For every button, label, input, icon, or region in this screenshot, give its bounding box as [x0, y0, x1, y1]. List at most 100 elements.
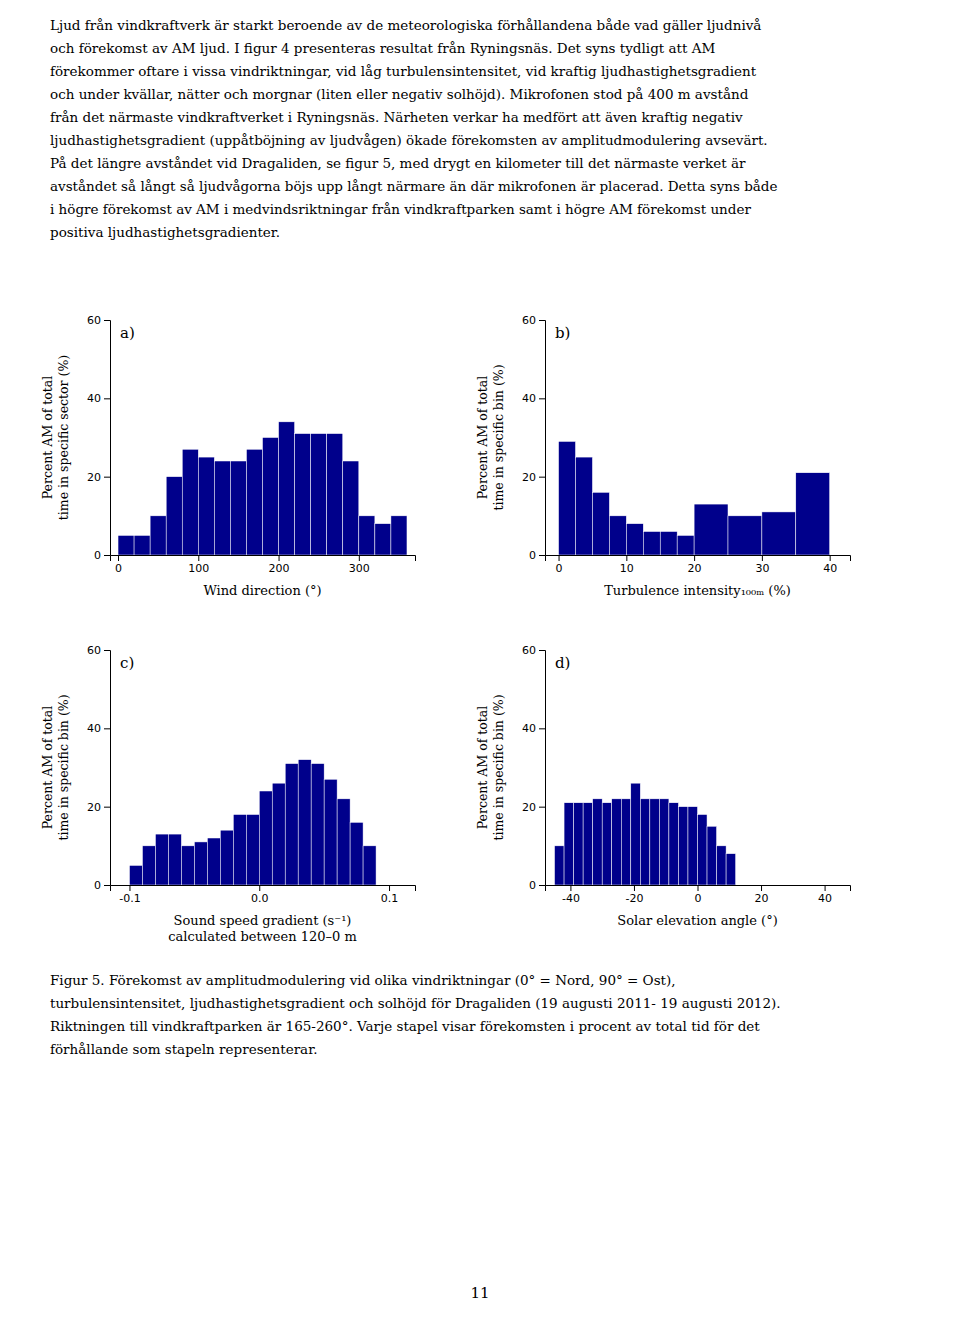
bar — [207, 838, 220, 885]
y-tick-mark — [104, 807, 110, 808]
body-text-line: På det längre avståndet vid Dragaliden, … — [50, 155, 746, 171]
x-tick: 300 — [349, 555, 370, 575]
y-tick: 60 — [522, 314, 545, 327]
y-tick: 40 — [522, 722, 545, 735]
bar — [311, 764, 324, 885]
bar — [343, 461, 359, 555]
bar — [337, 799, 350, 885]
bar — [118, 535, 134, 555]
y-tick: 60 — [87, 644, 110, 657]
y-tick-label: 40 — [87, 722, 101, 735]
panel-label: d) — [555, 654, 570, 672]
y-axis: 0204060 — [522, 314, 546, 562]
x-tick-label: 20 — [755, 892, 769, 905]
y-tick-label: 60 — [522, 644, 536, 657]
y-tick: 20 — [522, 471, 545, 484]
bar — [650, 799, 660, 885]
x-tick-mark — [694, 555, 695, 561]
bar — [717, 846, 727, 885]
x-tick-mark — [129, 885, 130, 891]
x-tick-label: 10 — [620, 562, 634, 575]
panel: 0102030400204060b)Turbulence intensity₁₀… — [475, 314, 851, 598]
bar — [327, 434, 343, 555]
x-tick: 0.1 — [381, 885, 399, 905]
bar — [688, 807, 698, 885]
bar — [592, 492, 609, 555]
x-tick: 30 — [755, 555, 769, 575]
x-axis-title: Wind direction (°) — [203, 583, 321, 598]
x-tick-label: 0 — [556, 562, 563, 575]
bar — [631, 783, 641, 885]
bar — [609, 516, 626, 555]
bar — [214, 461, 230, 555]
y-tick-mark — [104, 728, 110, 729]
bar — [298, 760, 311, 885]
bar — [246, 815, 259, 886]
x-tick-mark — [825, 885, 826, 891]
bar — [168, 834, 181, 885]
y-tick-label: 0 — [529, 549, 536, 562]
y-tick-label: 0 — [529, 879, 536, 892]
panel-label: a) — [120, 324, 135, 342]
y-tick-mark — [539, 398, 545, 399]
panel: 01002003000204060a)Wind direction (°)Per… — [40, 314, 416, 598]
y-tick-mark — [104, 477, 110, 478]
x-tick-label: 0 — [115, 562, 122, 575]
x-tick-mark — [634, 885, 635, 891]
x-tick-label: -40 — [562, 892, 580, 905]
bar — [155, 834, 168, 885]
bar — [707, 826, 717, 885]
bar — [564, 803, 574, 885]
bar — [602, 803, 612, 885]
bar — [576, 457, 593, 555]
y-tick: 0 — [94, 549, 110, 562]
bar — [593, 799, 603, 885]
x-tick-label: -20 — [625, 892, 643, 905]
y-axis-title: Percent AM of totaltime in specific sect… — [40, 355, 71, 520]
bar — [643, 532, 660, 556]
body-text-line: i högre förekomst av AM i medvindsriktni… — [50, 201, 751, 217]
bar — [659, 799, 669, 885]
x-tick: 40 — [818, 885, 832, 905]
y-tick: 40 — [87, 722, 110, 735]
x-tick: -20 — [625, 885, 643, 905]
x-tick-mark — [198, 555, 199, 561]
bars — [559, 441, 830, 555]
caption-line: förhållande som stapeln representerar. — [50, 1041, 317, 1057]
y-tick-mark — [539, 477, 545, 478]
y-tick-mark — [539, 885, 545, 886]
bar — [230, 461, 246, 555]
x-tick: 0 — [695, 885, 702, 905]
bar — [220, 830, 233, 885]
y-tick-label: 20 — [87, 801, 101, 814]
bar — [194, 842, 207, 885]
y-tick-mark — [104, 555, 110, 556]
bar — [134, 535, 150, 555]
y-axis-line — [539, 321, 546, 556]
bar — [669, 803, 679, 885]
bar — [559, 441, 576, 555]
bars — [118, 422, 407, 555]
body-text: Ljud från vindkraftverk är starkt beroen… — [50, 17, 778, 240]
x-tick: 40 — [823, 555, 837, 575]
x-tick: 0.0 — [251, 885, 268, 905]
y-tick-label: 0 — [94, 879, 101, 892]
x-axis-line — [111, 556, 416, 562]
x-tick: 10 — [620, 555, 634, 575]
y-tick-label: 60 — [87, 644, 101, 657]
y-tick: 0 — [529, 879, 545, 892]
y-axis-title: Percent AM of totaltime in specific bin … — [475, 364, 506, 510]
y-tick: 60 — [522, 644, 545, 657]
bar — [324, 779, 337, 885]
x-axis-title: Sound speed gradient (s⁻¹)calculated bet… — [168, 913, 356, 944]
bar — [311, 434, 327, 555]
body-text-line: och förekomst av AM ljud. I figur 4 pres… — [50, 40, 715, 56]
x-axis-line — [546, 556, 851, 562]
x-tick-label: 0 — [695, 892, 702, 905]
page: Ljud från vindkraftverk är starkt beroen… — [0, 0, 960, 1320]
x-tick-label: 0.1 — [381, 892, 399, 905]
x-tick-label: 200 — [269, 562, 290, 575]
x-tick-mark — [279, 555, 280, 561]
body-text-line: förekommer oftare i vissa vindriktningar… — [50, 63, 757, 79]
bar — [129, 865, 142, 885]
